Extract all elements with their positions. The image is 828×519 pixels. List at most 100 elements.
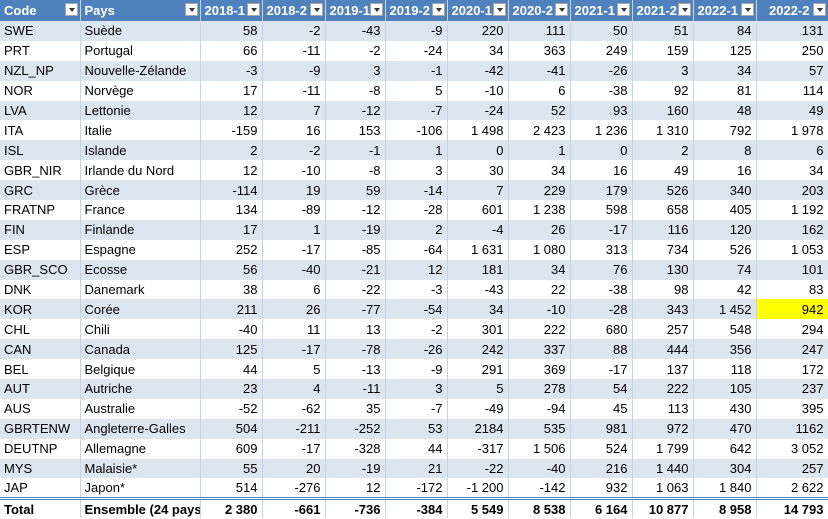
cell: -10 [508,299,571,320]
cell: 12 [200,160,263,181]
cell: 52 [508,100,571,121]
cell: KOR [0,299,81,320]
cell: 44 [200,359,263,380]
filter-button[interactable] [616,3,630,16]
filter-button[interactable] [812,3,826,16]
cell: 294 [756,319,828,340]
cell: -14 [385,180,448,201]
cell: -40 [262,259,326,280]
filter-button[interactable] [64,3,78,16]
cell: -1 [325,140,386,161]
cell: 76 [570,259,633,280]
filter-button[interactable] [184,3,198,16]
cell: 34 [447,299,509,320]
filter-button[interactable] [431,3,445,16]
cell: 66 [200,40,263,61]
cell: -17 [262,239,326,260]
cell: 22 [508,279,571,300]
cell: -9 [385,359,448,380]
cell: 220 [447,21,509,41]
cell: BEL [0,359,81,380]
cell: 2184 [447,418,509,439]
cell: -3 [385,279,448,300]
cell: 363 [508,40,571,61]
cell: 34 [447,40,509,61]
table-row: GRC Grèce -114 19 59 -14 7 229 179 526 340 203 [0,180,828,201]
cell: 55 [200,458,263,479]
column-title: 2018-1 [204,3,245,18]
filter-button[interactable] [492,3,506,16]
cell: -17 [262,438,326,459]
cell: MYS [0,458,81,479]
cell: 1 053 [756,239,828,260]
cell: 1 506 [508,438,571,459]
cell: Suède [80,21,201,41]
filter-button[interactable] [554,3,568,16]
cell: 8 [693,140,757,161]
cell: CAN [0,339,81,360]
cell: 34 [508,160,571,181]
cell: -114 [200,180,263,201]
cell: -276 [262,478,326,499]
cell: 430 [693,398,757,419]
cell: 120 [693,219,757,240]
column-header: Pays [80,0,201,21]
cell: 49 [756,100,828,121]
cell: -19 [325,219,386,240]
column-header: 2019-1 [325,0,386,21]
cell: 172 [756,359,828,380]
cell: 48 [693,100,757,121]
cell: 131 [756,21,828,41]
cell: -317 [447,438,509,459]
filter-button[interactable] [246,3,260,16]
cell: 444 [632,339,694,360]
cell: -2 [262,140,326,161]
filter-button[interactable] [369,3,383,16]
cell: -40 [200,319,263,340]
cell: -328 [325,438,386,459]
cell: 35 [325,398,386,419]
total-cell: 2 380 [200,496,263,519]
cell: -2 [385,319,448,340]
cell: 1 [508,140,571,161]
cell: CHL [0,319,81,340]
cell: 134 [200,200,263,220]
cell: 1 [262,219,326,240]
column-title: 2021-1 [574,3,615,18]
cell: -64 [385,239,448,260]
cell: PRT [0,40,81,61]
column-header: 2021-2 [632,0,694,21]
cell: 137 [632,359,694,380]
cell: JAP [0,478,81,499]
total-cell: -661 [262,496,326,519]
filter-button[interactable] [740,3,754,16]
cell: 792 [693,120,757,141]
cell: 1 440 [632,458,694,479]
cell: -94 [508,398,571,419]
cell: Finlande [80,219,201,240]
table-row: DEUTNP Allemagne 609 -17 -328 44 -317 1 506 524 1… [0,438,828,459]
cell: 59 [325,180,386,201]
cell: 19 [262,180,326,201]
cell: 113 [632,398,694,419]
table-row: DNK Danemark 38 6 -22 -3 -43 22 -38 98 42 83 [0,279,828,300]
filter-button[interactable] [677,3,691,16]
cell: 1 080 [508,239,571,260]
cell: ITA [0,120,81,141]
cell: 203 [756,180,828,201]
cell: 5 [385,80,448,101]
cell: 2 [200,140,263,161]
cell: -211 [262,418,326,439]
column-title: 2019-2 [389,3,430,18]
cell: 2 423 [508,120,571,141]
cell: Canada [80,339,201,360]
cell: 179 [570,180,633,201]
cell: 278 [508,379,571,399]
cell: -7 [385,100,448,121]
cell: -17 [262,339,326,360]
cell: 514 [200,478,263,499]
cell: -54 [385,299,448,320]
filter-button[interactable] [309,3,323,16]
column-title: 2020-1 [451,3,492,18]
cell: -8 [325,80,386,101]
